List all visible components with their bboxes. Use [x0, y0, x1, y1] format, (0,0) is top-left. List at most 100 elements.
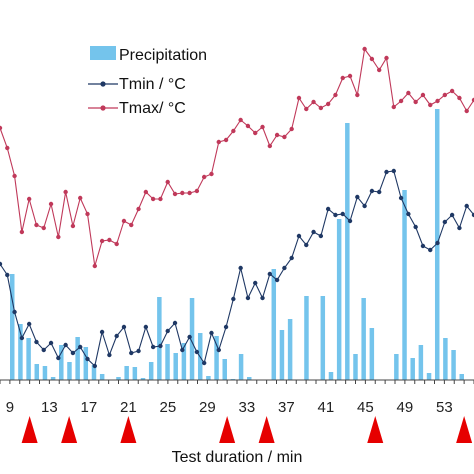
precipitation-bar: [124, 366, 129, 380]
precipitation-bar: [116, 377, 121, 380]
x-tick-label: 49: [397, 399, 414, 416]
tmin-point: [85, 356, 90, 362]
event-marker: [367, 416, 384, 443]
precipitation-bar: [238, 354, 244, 380]
tmax-point: [245, 123, 251, 129]
tmax-point: [318, 105, 324, 111]
tmax-point: [56, 234, 61, 240]
tmax-point: [289, 126, 294, 132]
tmin-point: [121, 324, 127, 330]
tmin-point: [12, 309, 17, 315]
precipitation-bar: [91, 365, 97, 380]
x-tick-label: 53: [436, 399, 453, 416]
tmin-point: [413, 224, 418, 230]
tmax-point: [99, 238, 105, 244]
event-marker: [258, 416, 275, 443]
tmax-point: [442, 92, 448, 98]
tmax-point: [253, 130, 258, 136]
tmax-point: [129, 222, 134, 228]
tmin-point: [355, 194, 360, 200]
tmin-point: [70, 350, 76, 356]
event-marker: [61, 416, 78, 443]
tmax-point: [296, 95, 302, 101]
tmax-point: [274, 132, 280, 138]
tmin-point: [311, 229, 316, 235]
tmax-point: [107, 237, 112, 243]
event-marker: [120, 416, 137, 443]
tmax-point: [384, 55, 389, 61]
precipitation-bar: [443, 338, 448, 380]
tmin-point: [267, 271, 273, 277]
tmax-point: [48, 201, 54, 207]
precipitation-bar: [59, 345, 64, 380]
tmin-point: [194, 349, 200, 355]
tmin-point: [340, 211, 345, 217]
tmax-point: [413, 99, 418, 105]
precipitation-bar: [10, 274, 15, 380]
tmin-point: [260, 295, 265, 301]
tmin-point: [471, 212, 474, 218]
tmin-point: [209, 330, 214, 336]
legend-swatch-precipitation: [90, 46, 116, 60]
tmin-point: [333, 212, 338, 218]
tmax-point: [347, 73, 353, 79]
legend-marker-tmin: [100, 81, 106, 87]
x-tick-label: 33: [239, 399, 256, 416]
precipitation-bar: [402, 190, 407, 380]
tmin-point: [347, 218, 353, 224]
tmin-point: [449, 212, 455, 218]
tmax-point: [143, 189, 149, 195]
tmin-point: [136, 348, 141, 354]
tmax-point: [471, 97, 474, 103]
precipitation-bar: [67, 362, 72, 380]
tmin-point: [99, 329, 105, 335]
tmin-point: [26, 321, 32, 327]
tmin-point: [48, 340, 54, 346]
tmax-point: [428, 102, 433, 108]
tmin-point: [5, 272, 10, 278]
precipitation-bar: [410, 358, 415, 380]
tmax-point: [85, 211, 90, 217]
x-tick-label: 17: [81, 399, 98, 416]
tmax-point: [420, 92, 426, 98]
tmin-point: [282, 265, 287, 271]
tmin-point: [274, 277, 280, 283]
tmin-point: [398, 195, 404, 201]
tmax-point: [92, 263, 98, 269]
precipitation-bar: [361, 298, 366, 380]
tmax-point: [464, 108, 469, 114]
precipitation-bar: [132, 367, 138, 380]
tmax-point: [209, 171, 214, 177]
precipitation-bar: [418, 345, 424, 380]
precipitation-bar: [99, 374, 105, 380]
tmax-point: [391, 104, 396, 110]
x-tick-label: 21: [120, 399, 137, 416]
event-marker: [219, 416, 236, 443]
tmax-point: [267, 143, 273, 149]
precipitation-bar: [353, 354, 358, 380]
tmin-point: [180, 347, 185, 353]
tmin-point: [442, 219, 448, 225]
precipitation-bar: [369, 328, 375, 380]
tmax-point: [150, 196, 156, 202]
tmax-point: [216, 139, 221, 145]
tmin-point: [41, 347, 46, 353]
precipitation-bar: [426, 373, 432, 380]
precipitation-bar: [222, 359, 227, 380]
tmin-point: [19, 335, 25, 341]
event-marker: [456, 416, 473, 443]
tmax-point: [165, 179, 170, 185]
tmin-point: [143, 324, 149, 330]
precipitation-bar: [247, 377, 252, 380]
precipitation-bar: [34, 364, 40, 380]
tmin-point: [92, 363, 98, 369]
precipitation-bar: [328, 372, 334, 380]
tmin-point: [435, 240, 440, 246]
precipitation-bar: [173, 353, 178, 380]
precipitation-bar: [157, 297, 162, 380]
tmax-point: [457, 95, 462, 101]
tmin-point: [216, 347, 221, 353]
tmin-point: [420, 243, 426, 249]
tmin-point: [245, 295, 251, 301]
tmin-point: [63, 342, 68, 348]
